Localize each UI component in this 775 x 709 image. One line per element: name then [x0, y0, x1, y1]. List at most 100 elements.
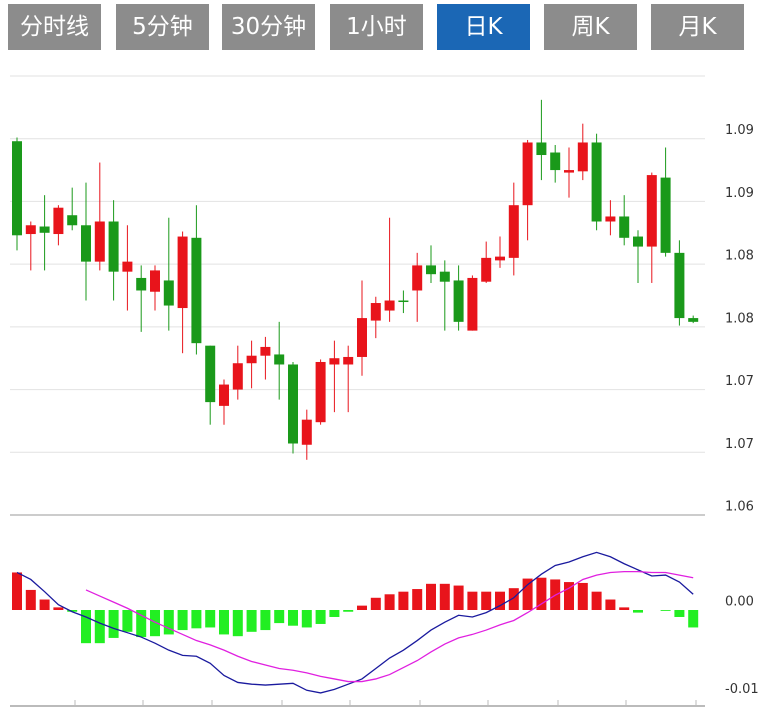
candle-body	[301, 419, 312, 445]
histogram-bar	[467, 591, 478, 610]
candle-body	[646, 175, 657, 247]
histogram-bar	[605, 599, 616, 610]
histogram-bar	[81, 610, 91, 644]
candle-body	[315, 361, 326, 423]
histogram-bar	[370, 597, 381, 610]
tab[interactable]: 周K	[544, 4, 637, 50]
y-tick-label: 0.00	[725, 595, 754, 610]
histogram-bar	[660, 610, 671, 611]
y-tick-label: 1.07	[725, 437, 754, 452]
candle-body	[398, 300, 409, 303]
candle-body	[605, 216, 616, 222]
candle-body	[136, 277, 147, 291]
histogram-bar	[191, 610, 202, 629]
histogram-bar	[426, 583, 436, 610]
candle-body	[81, 225, 91, 262]
candle-body	[370, 303, 381, 321]
candle-body	[288, 364, 298, 444]
histogram-bar	[12, 572, 22, 610]
candle-body	[122, 261, 133, 272]
candle-body	[260, 346, 271, 356]
candle-body	[246, 355, 257, 364]
candle-body	[508, 205, 519, 258]
candle-body	[481, 257, 492, 282]
histogram-bar	[536, 577, 547, 610]
histogram-bar	[219, 610, 229, 635]
tab-bar: 分时线 5分钟 30分钟 1小时 日K 周K 月K	[0, 0, 775, 56]
candle-body	[674, 252, 685, 319]
histogram-bar	[633, 610, 643, 613]
candle-body	[219, 384, 229, 406]
candle-body	[688, 318, 699, 322]
candle-body	[412, 265, 423, 291]
histogram-bar	[260, 610, 271, 631]
histogram-bar	[177, 610, 188, 631]
histogram-bar	[522, 578, 533, 610]
candle-body	[25, 225, 36, 235]
candle-body	[329, 358, 340, 365]
candle-body	[53, 207, 64, 235]
histogram-bar	[53, 607, 64, 610]
histogram-bar	[94, 610, 105, 644]
y-tick-label: -0.01	[725, 682, 759, 697]
candle-body	[177, 236, 188, 309]
y-tick-label: 1.09	[725, 186, 754, 201]
candle-body	[205, 345, 216, 403]
tab[interactable]: 分时线	[8, 4, 101, 50]
candle-body	[343, 356, 354, 365]
histogram-bar	[150, 610, 160, 637]
tab[interactable]: 月K	[651, 4, 744, 50]
histogram-bar	[122, 610, 133, 632]
histogram-bar	[232, 610, 243, 637]
histogram-bar	[439, 583, 450, 610]
histogram-bar	[136, 610, 147, 638]
y-tick-label: 1.08	[725, 311, 754, 326]
y-tick-label: 1.08	[725, 249, 754, 264]
histogram-bar	[481, 591, 492, 610]
histogram-bar	[564, 582, 574, 610]
candle-body	[660, 177, 671, 253]
indicator-line	[85, 570, 694, 683]
histogram-bar	[315, 610, 326, 624]
candle-body	[108, 221, 119, 272]
candle-body	[522, 142, 533, 206]
histogram-bar	[39, 599, 50, 610]
candle-body	[564, 170, 574, 173]
candle-body	[39, 226, 50, 233]
candle-body	[439, 271, 450, 282]
candle-body	[94, 221, 105, 262]
histogram-bar	[25, 589, 36, 610]
histogram-bar	[357, 605, 367, 610]
histogram-bar	[453, 585, 464, 610]
histogram-bar	[674, 610, 685, 617]
tab[interactable]: 5分钟	[116, 4, 209, 50]
y-tick-label: 1.07	[725, 374, 754, 389]
y-tick-label: 1.09	[725, 123, 754, 138]
histogram-bar	[508, 588, 519, 610]
histogram-bar	[688, 610, 699, 628]
candle-body	[384, 300, 395, 311]
candle-body	[577, 142, 588, 172]
histogram-bar	[398, 591, 409, 610]
histogram-bar	[591, 591, 602, 610]
histogram-bar	[412, 589, 423, 610]
candle-body	[619, 216, 630, 238]
candle-body	[232, 363, 243, 390]
y-tick-label: 1.06	[725, 500, 754, 515]
candle-body	[67, 215, 78, 226]
histogram-bar	[301, 610, 312, 628]
candle-body	[591, 142, 602, 222]
histogram-bar	[343, 610, 354, 612]
tab[interactable]: 30分钟	[222, 4, 315, 50]
histogram-bar	[288, 610, 298, 626]
tab[interactable]: 日K	[437, 4, 530, 50]
histogram-bar	[384, 594, 395, 610]
tab[interactable]: 1小时	[330, 4, 423, 50]
candle-body	[150, 270, 160, 292]
histogram-bar	[108, 610, 119, 638]
candle-body	[467, 277, 478, 331]
histogram-bar	[619, 607, 630, 610]
candle-body	[633, 236, 643, 247]
histogram-bar	[329, 610, 340, 617]
